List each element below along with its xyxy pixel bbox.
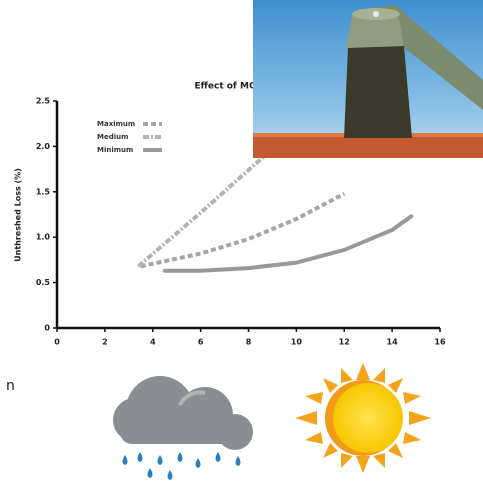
series-line: [138, 128, 296, 266]
y-tick-label: 1.5: [36, 187, 51, 196]
y-tick-label: 1.0: [36, 233, 51, 242]
x-tick-label: 10: [291, 338, 303, 347]
x-tick-label: 14: [387, 338, 399, 347]
y-tick-label: 0.5: [36, 278, 51, 287]
legend-label: Minimum: [97, 146, 133, 154]
chart-title: Effect of MC: [194, 82, 256, 92]
x-tick-label: 4: [150, 338, 156, 347]
x-tick-label: 8: [246, 338, 252, 347]
text-fragment: n: [6, 378, 15, 394]
y-axis-label: Unthreshed Loss (%): [14, 168, 23, 262]
x-tick-label: 6: [198, 338, 204, 347]
chart: Effect of MC Unthreshed Loss (%) n 0 0.5 1…: [0, 0, 483, 492]
series-line: [141, 194, 344, 267]
x-tick-label: 16: [434, 338, 446, 347]
x-tick-label: 12: [339, 338, 350, 347]
x-tick-label: 2: [102, 338, 108, 347]
page: {"fragment_text": "n", "chart_data": { "…: [0, 0, 483, 492]
legend-label: Maximum: [97, 120, 135, 128]
y-tick-label: 2.0: [36, 142, 51, 151]
legend-label: Medium: [97, 133, 128, 141]
y-tick-label: 2.5: [36, 97, 51, 106]
x-tick-label: 0: [54, 338, 60, 347]
y-tick-label: 0: [44, 324, 50, 333]
